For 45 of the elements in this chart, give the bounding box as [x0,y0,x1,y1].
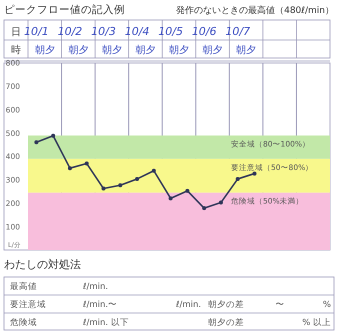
chart-title: ピークフロー値の記入例 [4,3,125,16]
text: 朝夕 [34,44,55,56]
x-tick-label: 10/2 [58,25,82,38]
text: % [322,300,331,310]
text: 朝夕 [202,44,223,56]
text: ℓ/min. [82,282,108,292]
point [51,134,56,138]
point [236,176,240,181]
point [135,176,140,181]
chart-subtitle: 発作のないときの最高値（480ℓ/min） [176,5,334,16]
text: わたしの対処法 [4,258,81,271]
text: 朝夕 [68,44,88,56]
text: 朝夕 [102,44,122,56]
x-tick-label: 10/6 [192,25,217,38]
point [185,188,190,193]
point [68,166,72,170]
point [202,206,206,210]
point [84,162,89,166]
text: % 以上 [302,317,331,328]
text: 朝夕の差 [208,317,244,328]
point [118,183,122,188]
text: 朝夕 [135,44,156,56]
text: ℓ/min. [175,300,202,310]
x-tick-label: 10/4 [124,25,150,38]
text: ℓ/min.〜 [82,300,118,310]
text: 〜 [276,300,284,310]
text: 朝夕 [236,44,256,56]
point [34,140,38,144]
text: 要注意域 [10,299,46,310]
x-tick-label: 10/1 [24,25,49,38]
text: 最高値 [10,281,37,292]
text: 朝夕 [169,44,189,56]
point [168,196,173,200]
text: 時 [11,44,21,56]
x-tick-label: 10/5 [158,25,183,38]
x-tick-label: 10/7 [225,25,250,38]
x-tick-label: 10/3 [91,25,116,38]
text: 朝夕の差 [208,299,244,310]
point [152,168,156,173]
point [102,186,106,191]
text: 日 [11,27,21,38]
point [252,172,256,176]
text: 危険域 [10,317,37,328]
point [218,200,223,205]
text: ℓ/min. 以下 [82,317,129,328]
